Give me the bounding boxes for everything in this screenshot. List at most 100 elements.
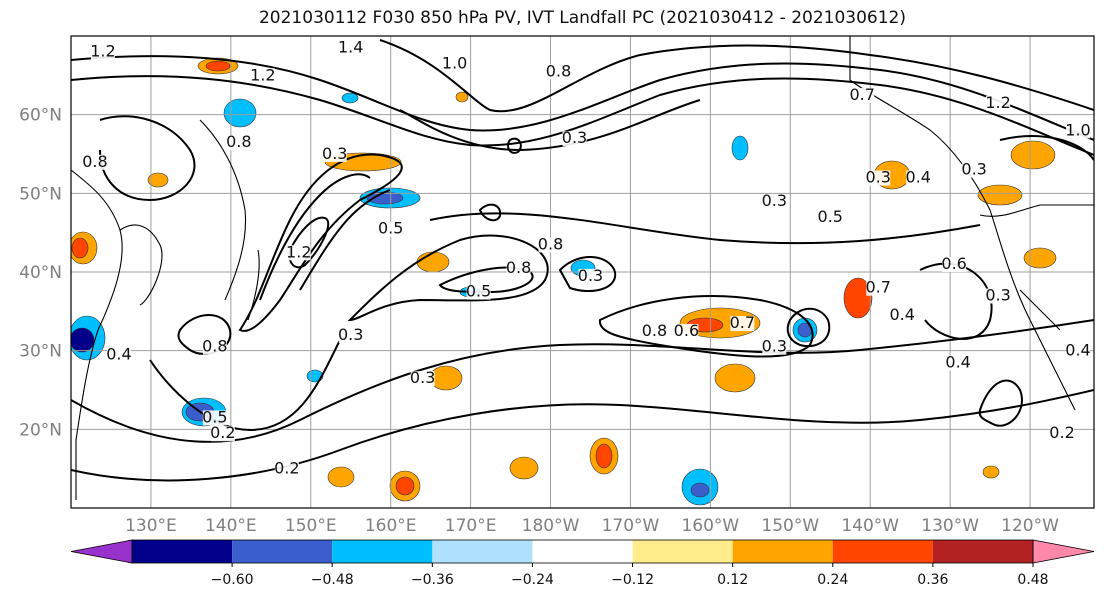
contour-label: 0.8	[202, 337, 227, 356]
contour-label-bg	[906, 170, 931, 186]
contour-label: 0.7	[730, 313, 755, 332]
positive-anomaly	[1010, 140, 1056, 170]
colorbar: −0.60 −0.48 −0.36 −0.24 −0.12 0.12 0.24 0.36 0.4…	[70, 539, 1095, 588]
contour-label-bg	[674, 323, 699, 339]
contour-label-bg	[642, 323, 667, 339]
contour-label-bg	[762, 194, 787, 210]
contour-label-bg	[762, 339, 787, 355]
contour-label: 0.4	[945, 352, 970, 371]
lon-tick-label: 150°E	[285, 516, 337, 536]
positive-anomaly	[843, 277, 873, 319]
lat-tick-label: 60°N	[19, 106, 62, 126]
contour-label-bg	[986, 95, 1011, 111]
contour-label-bg	[1066, 123, 1091, 139]
contour-label: 0.2	[274, 459, 299, 478]
contour-label-bg	[506, 261, 531, 276]
lon-tick-label: 150°W	[761, 516, 819, 536]
colorbar-segment	[432, 540, 533, 563]
contour-label: 1.2	[250, 65, 275, 84]
positive-anomaly	[147, 172, 169, 188]
colorbar-segment	[232, 540, 333, 563]
colorbar-tick-label: −0.36	[411, 572, 454, 588]
map-title: 2021030112 F030 850 hPa PV, IVT Landfall…	[258, 8, 906, 28]
contour-label: 0.6	[674, 321, 699, 340]
latitude-labels: 60°N 50°N 40°N 30°N 20°N	[19, 106, 62, 441]
contour-label: 0.3	[338, 325, 363, 344]
contour-label: 0.3	[562, 128, 587, 147]
positive-anomaly	[1023, 247, 1057, 269]
contour-label: 0.5	[202, 407, 227, 426]
contour-label: 1.0	[442, 53, 467, 72]
colorbar-segment	[132, 540, 233, 563]
contour-label-bg	[942, 257, 967, 273]
colorbar-segment	[532, 540, 633, 563]
positive-anomaly	[714, 363, 756, 393]
gridlines	[71, 36, 1094, 508]
positive-anomaly	[327, 466, 355, 488]
colorbar-segment	[732, 540, 833, 563]
contour-label-bg	[106, 347, 131, 363]
positive-anomaly	[71, 237, 89, 259]
colorbar-tick-label: −0.60	[211, 572, 254, 588]
positive-anomaly	[977, 184, 1023, 206]
lat-tick-label: 20°N	[19, 420, 62, 440]
contour-label-bg	[210, 426, 235, 442]
contour-label: 0.3	[762, 337, 787, 356]
contour-label-bg	[578, 268, 603, 284]
positive-anomaly	[509, 456, 539, 480]
contour-label: 0.3	[410, 368, 435, 387]
contour-label-bg	[202, 339, 227, 355]
contour-label: 0.7	[865, 278, 890, 297]
contour-label: 0.8	[538, 234, 563, 253]
colorbar-segment	[332, 540, 433, 563]
positive-anomaly	[416, 251, 450, 273]
contour-label-bg	[730, 316, 755, 332]
contour-label-bg	[866, 280, 891, 296]
positive-anomaly	[455, 91, 469, 103]
contour-label: 0.6	[941, 254, 966, 273]
lon-tick-label: 120°W	[1001, 516, 1059, 536]
coastlines	[71, 36, 1094, 500]
contour-label: 0.3	[578, 266, 603, 285]
contour-label: 0.4	[106, 345, 131, 364]
contour-label-bg	[338, 40, 363, 56]
contour-label: 0.5	[466, 282, 491, 301]
contour-label-bg	[818, 209, 843, 225]
contour-label-bg	[1050, 426, 1075, 442]
positive-anomaly	[595, 443, 613, 469]
contour-label: 0.3	[762, 191, 787, 210]
contour-label: 0.2	[1049, 423, 1074, 442]
contour-label-bg	[202, 410, 227, 426]
colorbar-tick-label: 0.24	[817, 572, 848, 588]
negative-anomaly	[690, 482, 710, 498]
colorbar-segment	[832, 540, 933, 563]
lon-tick-label: 180°W	[522, 516, 580, 536]
contour-label-bg	[442, 56, 467, 72]
contour-label-bg	[466, 284, 491, 300]
contour-label: 0.4	[905, 168, 930, 187]
contour-label: 0.7	[850, 85, 875, 104]
contour-label-bg	[890, 308, 915, 324]
lon-tick-label: 140°E	[205, 516, 257, 536]
contour-label-bg	[986, 288, 1011, 304]
colorbar-outline	[131, 539, 1034, 564]
contour-label-bg	[546, 64, 571, 80]
contour-label: 1.2	[286, 242, 311, 261]
contour-label-bg	[866, 170, 891, 186]
contour-label: 0.3	[865, 168, 890, 187]
contour-label: 0.3	[985, 286, 1010, 305]
colorbar-segment	[932, 540, 1033, 563]
negative-anomaly	[341, 92, 359, 104]
contour-label-bg	[378, 221, 403, 237]
colorbar-tick-label: −0.12	[611, 572, 654, 588]
contour-label-bg	[338, 327, 363, 343]
contour-label-bg	[226, 135, 251, 151]
positive-anomaly	[205, 60, 231, 72]
contour-label: 1.4	[338, 38, 363, 57]
contour-label-bg	[274, 461, 299, 477]
contour-label: 1.2	[985, 93, 1010, 112]
contour-label-bg	[850, 87, 875, 103]
contour-label: 0.5	[378, 219, 403, 238]
contour-label: 0.8	[642, 321, 667, 340]
